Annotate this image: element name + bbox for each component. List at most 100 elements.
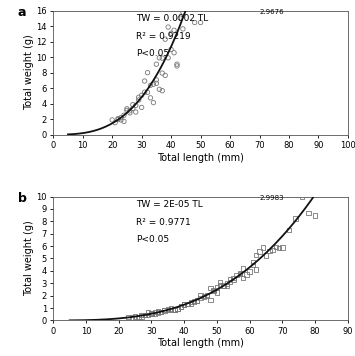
Point xyxy=(174,63,180,69)
Point xyxy=(237,271,243,277)
Point xyxy=(149,310,154,316)
Point xyxy=(168,47,174,52)
Point xyxy=(148,83,153,88)
Point xyxy=(171,50,177,56)
Point xyxy=(162,73,168,78)
Point xyxy=(181,302,187,308)
Point xyxy=(244,272,249,277)
Y-axis label: Total weight (g): Total weight (g) xyxy=(23,35,34,110)
Point xyxy=(191,298,197,304)
Point xyxy=(293,216,298,221)
Point xyxy=(162,308,168,313)
Point xyxy=(217,282,223,288)
Point xyxy=(145,310,151,315)
Point xyxy=(188,299,193,305)
Point xyxy=(178,304,184,309)
Point xyxy=(152,311,158,317)
Text: R² = 0.9771: R² = 0.9771 xyxy=(136,218,191,226)
Point xyxy=(142,78,147,84)
Point xyxy=(127,108,133,114)
Point xyxy=(177,15,183,21)
Point xyxy=(155,310,161,315)
Point xyxy=(234,272,239,278)
Point xyxy=(280,245,285,250)
Point xyxy=(136,97,142,103)
Point xyxy=(270,247,275,253)
X-axis label: Total length (mm): Total length (mm) xyxy=(157,339,244,349)
Point xyxy=(224,283,230,289)
Point xyxy=(121,119,127,124)
Point xyxy=(286,227,292,233)
Text: R² = 0.9219: R² = 0.9219 xyxy=(136,32,190,41)
Point xyxy=(174,61,180,67)
Point xyxy=(145,89,151,95)
Point xyxy=(237,270,243,276)
Point xyxy=(155,309,161,314)
Point xyxy=(195,298,200,303)
Point xyxy=(189,0,195,4)
Point xyxy=(118,117,124,123)
Point xyxy=(142,312,148,318)
Point xyxy=(240,276,246,281)
Point xyxy=(112,120,118,126)
Point xyxy=(230,276,236,281)
Point xyxy=(171,307,177,313)
Point xyxy=(208,286,213,291)
Point xyxy=(211,287,217,293)
Point xyxy=(162,36,168,42)
Point xyxy=(165,24,171,30)
X-axis label: Total length (mm): Total length (mm) xyxy=(157,153,244,163)
Point xyxy=(153,80,159,86)
Point xyxy=(130,106,136,111)
Point xyxy=(142,89,147,95)
Point xyxy=(168,305,174,311)
Point xyxy=(124,108,130,113)
Point xyxy=(260,245,266,250)
Point xyxy=(139,93,144,98)
Text: P<0.05: P<0.05 xyxy=(136,235,169,244)
Text: P<0.05: P<0.05 xyxy=(136,49,169,58)
Point xyxy=(152,309,158,315)
Point xyxy=(158,309,164,315)
Point xyxy=(208,297,213,303)
Point xyxy=(165,307,171,313)
Point xyxy=(136,314,141,320)
Point xyxy=(198,20,203,25)
Point xyxy=(250,260,256,265)
Point xyxy=(250,262,256,268)
Point xyxy=(273,244,279,250)
Point xyxy=(129,315,135,320)
Point xyxy=(139,105,144,110)
Point xyxy=(192,20,197,25)
Point xyxy=(175,306,180,312)
Point xyxy=(158,309,164,315)
Point xyxy=(165,55,171,61)
Point xyxy=(253,252,259,258)
Point xyxy=(186,0,192,2)
Point xyxy=(247,269,252,274)
Point xyxy=(183,2,189,7)
Point xyxy=(171,307,177,313)
Point xyxy=(159,70,165,76)
Point xyxy=(227,276,233,282)
Point xyxy=(329,172,334,178)
Point xyxy=(322,175,328,181)
Point xyxy=(168,307,174,313)
Point xyxy=(127,110,133,116)
Point xyxy=(204,292,210,298)
Point xyxy=(159,55,165,61)
Point xyxy=(240,266,246,271)
Point xyxy=(224,281,230,287)
Point xyxy=(191,299,197,305)
Point xyxy=(230,277,236,283)
Point xyxy=(133,109,138,115)
Point xyxy=(153,61,159,67)
Text: 2.9983: 2.9983 xyxy=(260,195,284,201)
Point xyxy=(121,112,127,118)
Text: a: a xyxy=(18,6,26,19)
Point xyxy=(214,290,220,295)
Point xyxy=(185,301,190,307)
Point xyxy=(148,95,153,101)
Point xyxy=(180,26,186,32)
Point xyxy=(214,285,220,290)
